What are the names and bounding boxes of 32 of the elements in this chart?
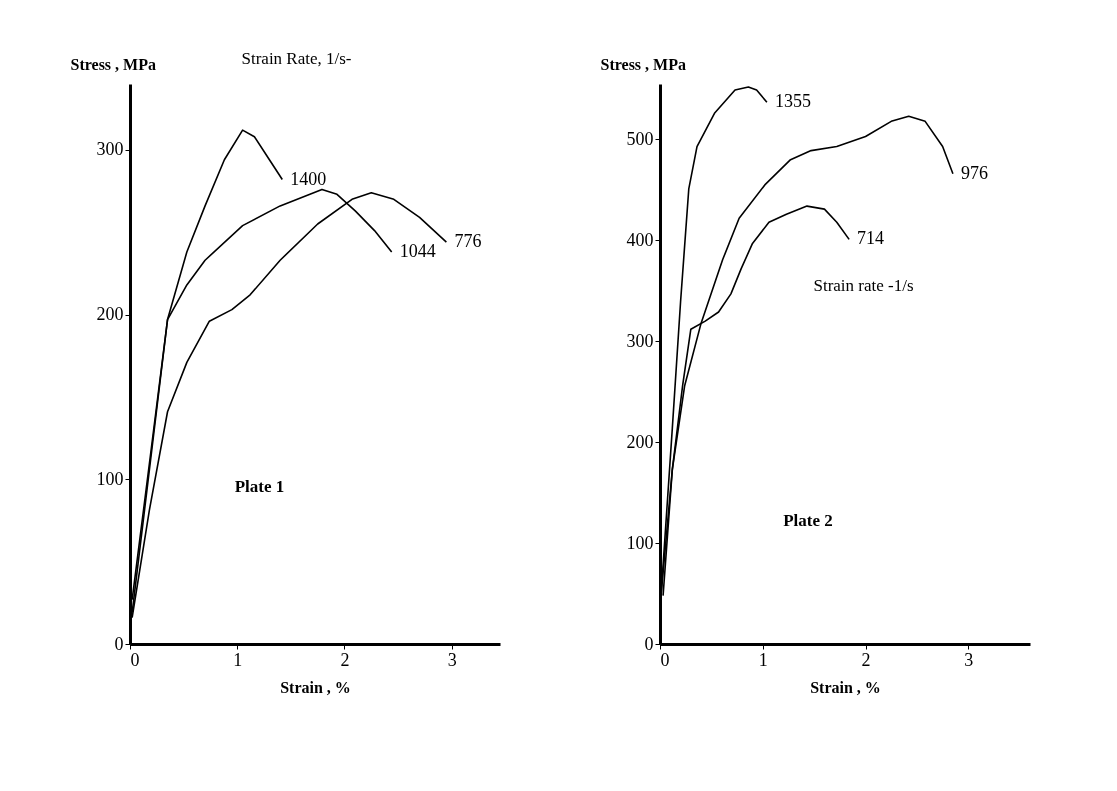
annotation: Strain rate -1/s: [813, 275, 914, 295]
y-tick-label: 300: [626, 330, 654, 351]
y-tick-label: 300: [96, 139, 124, 160]
annotation: Plate 1: [234, 477, 285, 497]
x-axis-title: Strain , %: [280, 678, 351, 696]
y-tick-label: 500: [626, 129, 654, 149]
y-axis-title: Stress , MPa: [70, 55, 156, 73]
series-label: 1044: [399, 241, 436, 261]
y-tick-label: 200: [96, 304, 124, 325]
series-label: 714: [857, 228, 885, 249]
y-tick-label: 100: [96, 468, 124, 489]
y-axis-title: Stress , MPa: [600, 55, 686, 73]
y-tick-label: 100: [626, 532, 654, 553]
series-label: 1355: [774, 91, 811, 112]
text: Strain Rate, 1/s-: [241, 49, 352, 68]
x-tick-label: 0: [130, 649, 140, 670]
x-tick-label: 3: [447, 649, 457, 670]
y-tick-label: 200: [626, 431, 654, 452]
x-tick-label: 1: [233, 649, 243, 670]
x-tick-label: 0: [660, 649, 670, 670]
series-label: 976: [960, 162, 988, 183]
y-tick-label: 0: [644, 633, 654, 654]
series-label: 776: [454, 231, 482, 252]
y-tick-label: 0: [114, 633, 124, 654]
x-tick-label: 2: [861, 649, 871, 670]
x-axis-title: Strain , %: [810, 678, 881, 696]
y-tick-label: 400: [626, 229, 654, 250]
x-tick-label: 3: [964, 649, 974, 670]
annotation: Plate 2: [783, 510, 833, 530]
x-tick-label: 2: [340, 649, 350, 670]
x-tick-label: 1: [758, 649, 768, 670]
series-label: 1400: [290, 168, 327, 189]
